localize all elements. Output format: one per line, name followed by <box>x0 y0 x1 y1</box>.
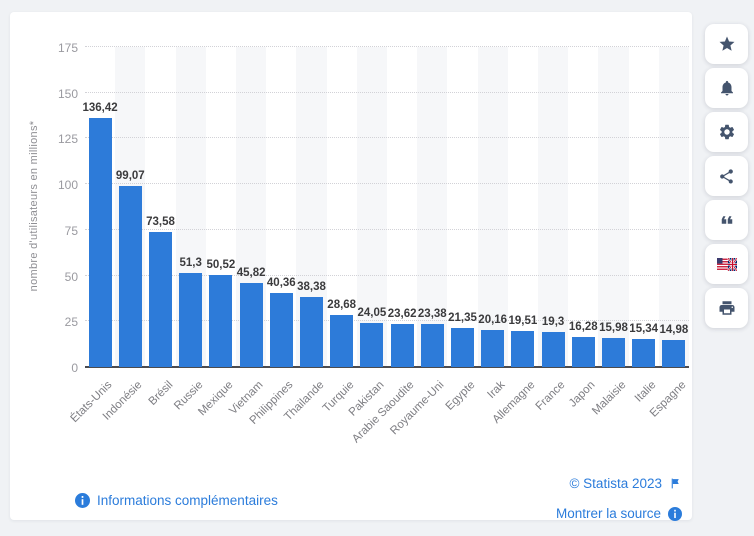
y-tick-label: 50 <box>64 269 78 284</box>
gridline <box>85 183 689 185</box>
bar-value-label: 136,42 <box>82 101 118 114</box>
favorite-button[interactable] <box>705 24 748 64</box>
bar-Russie[interactable] <box>179 273 203 367</box>
y-tick-label: 75 <box>64 223 78 238</box>
bar-Brésil[interactable] <box>149 232 172 367</box>
us-uk-flag-icon <box>716 257 737 271</box>
bell-icon <box>718 79 736 97</box>
show-source-link[interactable]: Montrer la source <box>556 506 682 521</box>
gridline <box>85 46 689 47</box>
bar-Philippines[interactable] <box>269 293 293 367</box>
copyright-text: © Statista 2023 <box>569 476 662 491</box>
y-axis-ticks: 0 25 50 75 100 125 150 175 <box>40 41 78 375</box>
bar-Mexique[interactable] <box>209 274 233 367</box>
x-axis-labels: États-Unis Indonésie Brésil Russie Mexique Vi… <box>69 367 689 457</box>
plot-band <box>356 47 387 367</box>
bar-value-label: 23,62 <box>387 307 417 320</box>
bar-Turquie[interactable] <box>330 314 354 367</box>
plot-band <box>477 47 508 367</box>
x-axis-label: Italie <box>632 379 659 405</box>
english-version-button[interactable] <box>705 244 748 284</box>
bar-value-label: 20,16 <box>478 314 508 327</box>
info-icon <box>75 493 90 508</box>
plot-band <box>658 47 689 367</box>
bar-Arabie Saoudite[interactable] <box>390 323 414 367</box>
bar-value-label: 24,05 <box>357 307 387 320</box>
print-button[interactable] <box>705 288 748 328</box>
bar-value-label: 28,68 <box>327 298 357 311</box>
x-axis-label: Egypte <box>443 379 477 413</box>
chart-card: nombre d'utilisateurs en millions* 0 25 50… <box>10 12 692 521</box>
bar-value-label: 73,58 <box>146 216 175 229</box>
x-axis-line <box>85 366 689 368</box>
gridline <box>85 320 689 322</box>
bar-value-label: 15,98 <box>599 321 628 334</box>
bar-value-label: 38,38 <box>297 280 326 293</box>
gridline <box>85 91 689 93</box>
y-tick-label: 25 <box>64 315 78 330</box>
bar-Pakistan[interactable] <box>360 323 384 367</box>
x-axis-label: Irak <box>485 379 508 402</box>
y-tick-label: 150 <box>57 86 78 101</box>
bar-value-label: 23,38 <box>417 308 447 321</box>
bar-value-label: 51,3 <box>179 257 202 270</box>
gridline <box>85 274 689 276</box>
copyright-notice[interactable]: © Statista 2023 <box>569 476 682 491</box>
plot-band <box>538 47 569 367</box>
x-axis-label: Brésil <box>146 379 175 408</box>
bar-Allemagne[interactable] <box>511 331 535 367</box>
bar-value-label: 21,35 <box>448 311 477 324</box>
more-information-link[interactable]: Informations complémentaires <box>75 493 278 508</box>
y-tick-label: 175 <box>57 41 78 55</box>
y-tick-label: 125 <box>57 132 78 147</box>
notifications-button[interactable] <box>705 68 748 108</box>
share-icon <box>718 168 735 185</box>
y-tick-label: 0 <box>71 361 78 375</box>
star-icon <box>718 35 736 53</box>
bar-Egypte[interactable] <box>451 327 474 367</box>
bar-Irak[interactable] <box>481 330 505 367</box>
side-toolbar <box>705 24 748 328</box>
bar-value-label: 16,28 <box>568 321 598 334</box>
bar-Italie[interactable] <box>632 338 656 367</box>
bar-value-label: 15,34 <box>629 322 659 335</box>
y-tick-label: 100 <box>57 178 78 193</box>
bar-Thailande[interactable] <box>300 296 323 367</box>
plot-band <box>417 47 448 367</box>
show-source-label: Montrer la source <box>555 506 661 521</box>
info-icon <box>668 506 682 521</box>
x-axis-label: France <box>533 379 568 413</box>
bar-value-label: 45,82 <box>236 267 266 280</box>
citation-button[interactable] <box>705 200 748 240</box>
bar-value-label: 50,52 <box>206 258 236 271</box>
share-button[interactable] <box>705 156 748 196</box>
bar-France[interactable] <box>541 331 565 367</box>
gridline <box>85 137 689 139</box>
bar-value-label: 19,51 <box>508 315 538 328</box>
bar-value-label: 14,98 <box>659 323 689 336</box>
bar-Royaume-Uni[interactable] <box>420 324 444 367</box>
bar-value-label: 99,07 <box>115 169 145 182</box>
bar-value-label: 40,36 <box>266 277 296 290</box>
bar-value-label: 19,3 <box>541 315 565 328</box>
bar-Indonésie[interactable] <box>118 185 142 367</box>
y-axis-title: nombre d'utilisateurs en millions* <box>28 120 40 292</box>
printer-icon <box>718 299 736 317</box>
plot-band <box>598 47 629 367</box>
bar-États-Unis[interactable] <box>88 117 112 367</box>
quote-icon <box>718 211 736 229</box>
flag-icon <box>669 477 682 490</box>
more-information-label: Informations complémentaires <box>97 493 278 508</box>
settings-button[interactable] <box>705 112 748 152</box>
gear-icon <box>718 123 736 141</box>
gridline <box>85 228 689 230</box>
plot-area: 136,42 99,07 73,58 51,3 50,52 45,82 40,36 38,38… <box>82 46 689 368</box>
bar-Espagne[interactable] <box>662 339 686 367</box>
bar-Japon[interactable] <box>571 337 595 367</box>
bar-Malaisie[interactable] <box>602 337 625 367</box>
bar-Vietnam[interactable] <box>239 283 263 367</box>
